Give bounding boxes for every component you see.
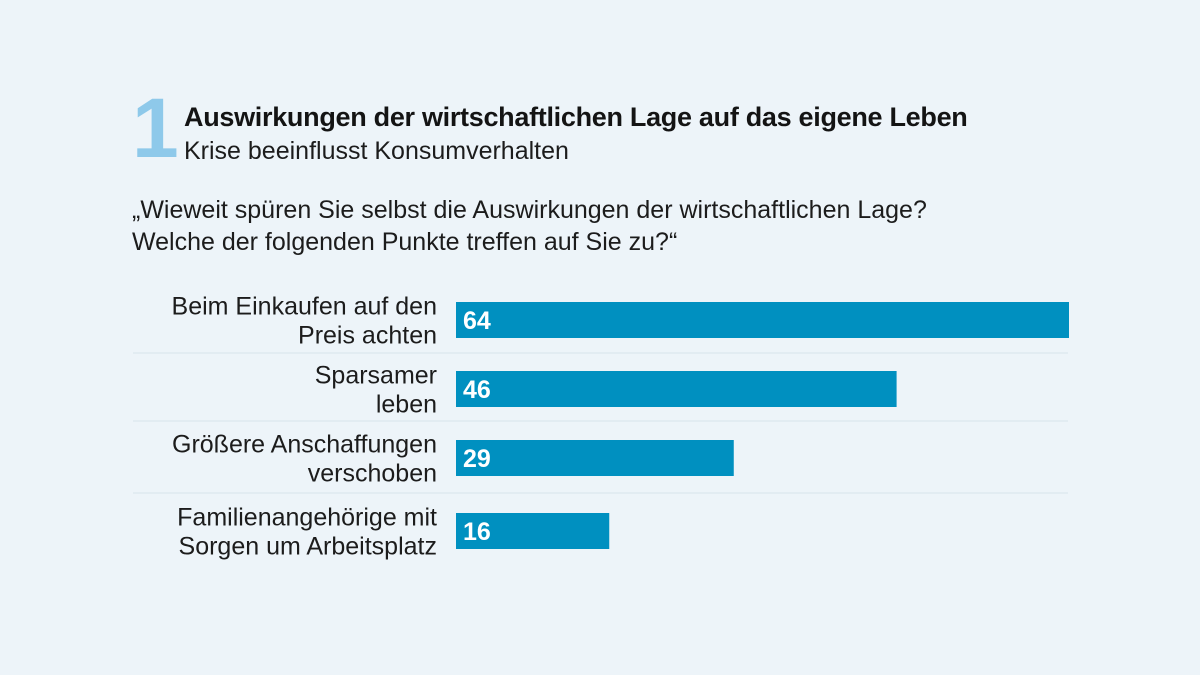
chart-question: „Wieweit spüren Sie selbst die Auswirkun… bbox=[132, 194, 927, 258]
category-label: Beim Einkaufen auf den bbox=[172, 293, 437, 321]
bar bbox=[456, 440, 734, 476]
bar-value-label: 46 bbox=[463, 376, 491, 404]
category-label: Familienangehörige mit bbox=[177, 504, 437, 532]
bar-value-label: 64 bbox=[463, 307, 491, 335]
bar-value-label: 16 bbox=[463, 518, 491, 546]
category-label: Sorgen um Arbeitsplatz bbox=[179, 533, 437, 561]
bar-value-label: 29 bbox=[463, 445, 491, 473]
category-label: leben bbox=[376, 391, 437, 419]
category-label: Preis achten bbox=[298, 322, 437, 350]
category-label: Größere Anschaffungen bbox=[172, 431, 437, 459]
bar bbox=[456, 302, 1069, 338]
question-line-1: „Wieweit spüren Sie selbst die Auswirkun… bbox=[132, 196, 927, 224]
category-label: Sparsamer bbox=[315, 362, 437, 390]
chart-title: Auswirkungen der wirtschaftlichen Lage a… bbox=[184, 102, 968, 132]
bar bbox=[456, 513, 610, 549]
chart-number: 1 bbox=[132, 81, 179, 175]
category-label: verschoben bbox=[308, 460, 437, 488]
bar bbox=[456, 371, 897, 407]
chart-subtitle: Krise beeinflusst Konsumverhalten bbox=[184, 137, 569, 165]
question-line-2: Welche der folgenden Punkte treffen auf … bbox=[132, 228, 678, 256]
